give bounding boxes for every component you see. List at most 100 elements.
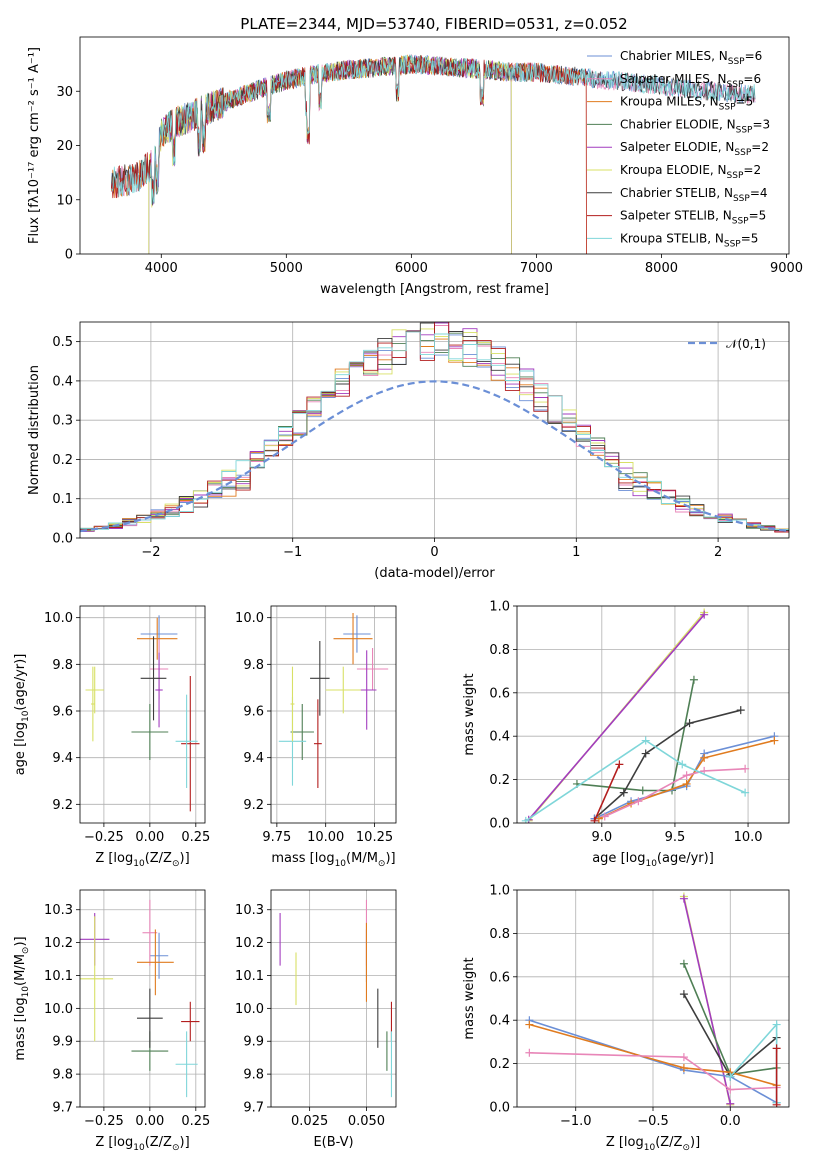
x-tick-label: 0.25 [181,1114,210,1129]
y-axis-label: mass weight [462,673,477,755]
legend-label-kroupa_elodie: Kroupa ELODIE, NSSP​=2 [620,163,761,181]
y-tick-label: 9.6 [243,705,264,720]
y-tick-label: 0.6 [489,970,510,985]
axes-frame [79,889,206,1108]
x-tick-label: −1 [283,545,302,560]
weight-marker-kroupa_miles [525,1020,534,1029]
x-axis-label: Z [log10​(Z/Z⊙​)] [95,851,189,869]
legend-label-normal: 𝒩(0,1) [726,337,766,351]
legend-label-chabrier_miles: Chabrier MILES, NSSP​=6 [620,49,762,67]
x-tick-label: 2 [714,545,722,560]
weight-marker-kroupa_stelib [641,736,650,745]
weight-marker-salpeter_elodie [726,1099,735,1107]
spectrum-line-kroupa_stelib [111,54,756,205]
weight-line-chabrier_miles [594,735,775,820]
y-axis-label: age [log10​(age/yr)] [13,654,31,776]
x-tick-label: −2 [141,545,160,560]
spectrum-line-chabrier_miles [110,54,756,204]
y-tick-label: 9.8 [52,658,73,673]
x-axis-label: Z [log10​(Z/Z⊙​)] [95,1135,189,1153]
weight-line-salpeter_elodie [528,614,705,821]
weight-marker-salpeter_miles [600,812,609,821]
weight-marker-chabrier_elodie [689,675,698,684]
y-tick-label: 0.6 [489,686,510,701]
legend-label-chabrier_elodie: Chabrier ELODIE, NSSP​=3 [620,117,770,135]
weight-marker-chabrier_stelib [685,719,694,728]
weight-marker-chabrier_stelib [679,990,688,999]
spectrum-line-chabrier_elodie [148,54,512,254]
panel-mass_vs_ebv: 0.025 0.050 9.7 9.8 9.9 10.0 10.1 10.2 10.3 E(B-V… [235,889,397,1150]
y-tick-label: 0.4 [52,374,73,389]
x-axis-label: Z [log10​(Z/Z⊙​)] [606,1135,700,1153]
axes-frame [270,889,397,1108]
x-axis-label: wavelength [Angstrom, rest frame] [320,282,549,297]
x-tick-label: 0.00 [135,1114,164,1129]
y-tick-label: 9.4 [243,751,264,766]
y-tick-label: 0.8 [489,927,510,942]
y-tick-label: 9.7 [243,1101,264,1116]
figure-title: PLATE=2344, MJD=53740, FIBERID=0531, z=0… [240,15,627,33]
x-tick-label: 9000 [770,261,803,276]
y-axis-label: mass [log10​(M/M⊙​)] [13,936,31,1060]
histogram-salpeter_stelib [80,322,789,533]
x-tick-label: 0.00 [135,830,164,845]
y-tick-label: 10.0 [235,1002,264,1017]
x-tick-label: 0.050 [348,1114,385,1129]
y-tick-label: 30 [56,85,73,100]
y-axis-label: mass weight [462,957,477,1039]
y-axis-label: Flux [fλ10⁻¹⁷ erg cm⁻² s⁻¹ A⁻¹] [27,47,42,244]
weight-marker-kroupa_miles [700,753,709,762]
y-tick-label: 0.4 [489,730,510,745]
y-tick-label: 9.4 [52,751,73,766]
legend-label-salpeter_elodie: Salpeter ELODIE, NSSP​=2 [620,140,769,158]
y-tick-label: 0.8 [489,643,510,658]
weight-marker-salpeter_stelib [772,1100,781,1107]
y-tick-label: 1.0 [489,884,510,899]
panel-weight_vs_Z: −1.0 −0.5 0.0 0.0 0.2 0.4 0.6 0.8 1.0 Z [log10​(Z… [462,884,790,1153]
weight-line-salpeter_elodie [683,898,732,1104]
weight-marker-salpeter_stelib [615,760,624,769]
y-tick-label: 10.0 [235,611,264,626]
weight-marker-kroupa_stelib [678,760,687,769]
spectrum-line-chabrier_stelib [110,55,756,205]
weight-line-kroupa_miles [529,1023,777,1087]
x-tick-label: 10.25 [356,830,393,845]
y-tick-label: 9.2 [52,798,73,813]
weight-marker-kroupa_stelib [772,1020,781,1029]
weight-marker-salpeter_elodie [679,894,688,903]
x-tick-label: 4000 [145,261,178,276]
weight-marker-chabrier_elodie [638,786,647,795]
y-tick-label: 9.8 [52,1068,73,1083]
weight-marker-kroupa_miles [679,1063,688,1072]
axes-frame [516,889,790,1108]
x-tick-label: 9.75 [262,830,291,845]
y-tick-label: 10.3 [44,903,73,918]
weight-marker-kroupa_stelib [521,816,530,823]
legend-label-kroupa_stelib: Kroupa STELIB, NSSP​=5 [620,231,758,249]
weight-marker-chabrier_stelib [736,706,745,715]
axes-frame [270,605,397,824]
y-tick-label: 0.2 [489,1057,510,1072]
y-tick-label: 10.3 [235,903,264,918]
x-tick-label: 10.00 [307,830,344,845]
weight-marker-kroupa_stelib [741,788,750,797]
y-tick-label: 0 [65,248,73,263]
y-tick-label: 0.0 [489,817,510,832]
x-tick-label: 9.0 [591,830,612,845]
x-tick-label: 0.0 [720,1114,741,1129]
weight-marker-salpeter_miles [726,1085,735,1094]
x-tick-label: −0.25 [84,830,124,845]
spectrum-line-salpeter_stelib [110,55,587,254]
y-tick-label: 0.1 [52,492,73,507]
y-tick-label: 10.2 [44,936,73,951]
y-tick-label: 0.3 [52,414,73,429]
y-tick-label: 0.2 [489,773,510,788]
x-tick-label: 10.0 [734,830,763,845]
y-tick-label: 10.2 [235,936,264,951]
y-tick-label: 1.0 [489,600,510,615]
spectrum-line-kroupa_miles [110,54,587,254]
y-tick-label: 20 [56,139,73,154]
y-tick-label: 10.1 [235,969,264,984]
axes-frame [79,605,206,824]
